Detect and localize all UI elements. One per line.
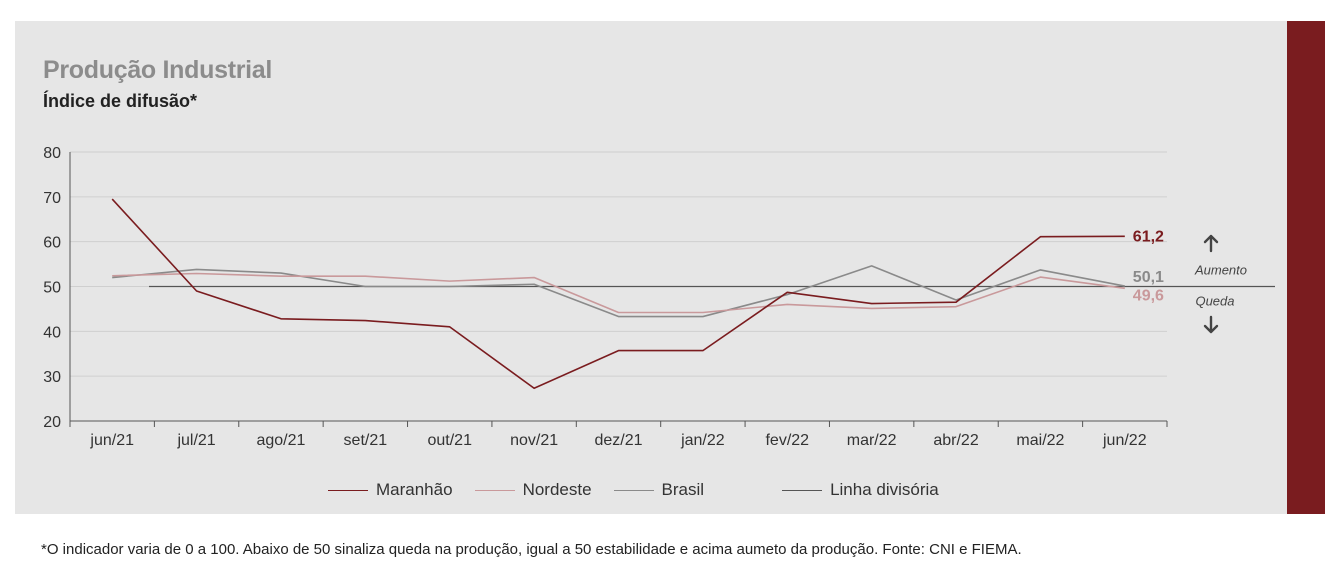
chart-title: Produção Industrial [43,56,273,84]
x-tick-label: set/21 [344,432,388,449]
footnote: *O indicador varia de 0 a 100. Abaixo de… [41,541,1022,558]
x-tick-label: mar/22 [847,432,897,449]
x-tick-label: abr/22 [933,432,978,449]
y-tick-label: 60 [43,235,61,252]
legend-item-divisoria: Linha divisória [782,480,939,500]
end-label-maranhao: 61,2 [1133,228,1164,245]
y-tick-label: 50 [43,280,61,297]
legend-swatch [782,489,823,491]
legend-item-maranhao: Maranhão [328,480,453,500]
legend-swatch [474,489,515,491]
end-label-nordeste: 49,6 [1133,287,1164,304]
chart-panel [15,21,1287,514]
arrow-up-icon [1203,234,1219,253]
x-tick-label: mai/22 [1016,432,1064,449]
x-tick-label: jan/22 [680,432,725,449]
y-tick-label: 70 [43,190,61,207]
series-line-brasil [112,265,1125,318]
series-line-maranhao [111,198,1125,390]
x-tick-label: dez/21 [594,432,642,449]
y-tick-label: 20 [43,414,61,431]
legend-swatch [613,489,654,491]
increase-label: Aumento [1194,263,1247,278]
y-tick-label: 80 [43,145,61,162]
decrease-label: Queda [1195,294,1234,309]
legend-label: Brasil [661,480,705,499]
y-tick-label: 30 [43,369,61,386]
legend-swatch [328,489,368,491]
y-tick-label: 40 [43,324,61,341]
legend-label: Maranhão [376,480,453,499]
chart-legend: Maranhão Nordeste Brasil Linha divisória [328,479,961,501]
x-tick-label: ago/21 [256,432,305,449]
legend-item-brasil: Brasil [613,480,705,500]
legend-label: Linha divisória [830,480,939,499]
series-line-nordeste [112,272,1125,314]
x-tick-label: nov/21 [510,432,558,449]
chart-subtitle: Índice de difusão* [43,91,198,111]
x-tick-label: fev/22 [765,432,809,449]
x-tick-label: jun/22 [1102,432,1147,449]
x-tick-label: out/21 [427,432,472,449]
x-tick-label: jul/21 [176,432,215,449]
end-label-brasil: 50,1 [1133,269,1164,286]
arrow-down-icon [1203,315,1219,334]
side-accent-bar [1287,21,1325,514]
legend-item-nordeste: Nordeste [474,480,592,500]
x-tick-label: jun/21 [89,432,134,449]
legend-label: Nordeste [522,480,592,499]
